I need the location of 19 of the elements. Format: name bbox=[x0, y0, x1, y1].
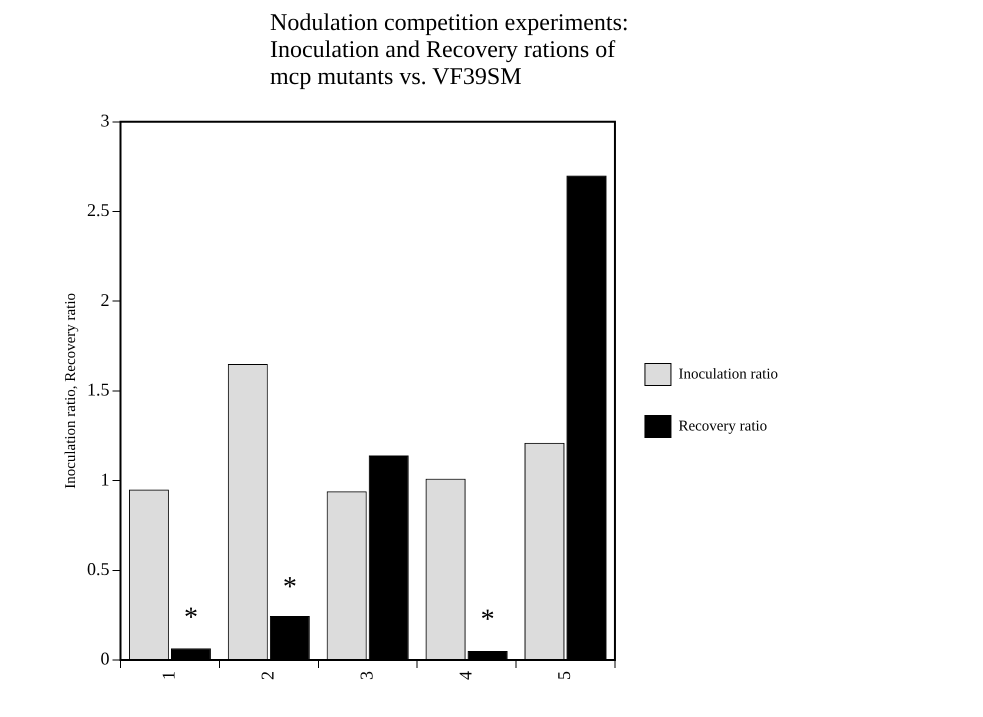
y-tick-label: 1.5 bbox=[87, 380, 110, 400]
y-tick-label: 3 bbox=[100, 110, 110, 131]
annotation: * bbox=[282, 572, 297, 603]
x-tick-label: 1 bbox=[158, 671, 179, 680]
y-tick-label: 2.5 bbox=[87, 200, 110, 220]
x-tick-label: 4 bbox=[455, 671, 476, 680]
annotation: * bbox=[184, 602, 198, 634]
x-tick-label: 3 bbox=[356, 671, 376, 680]
legend-label: Inoculation ratio bbox=[678, 366, 778, 382]
x-tick-label: 5 bbox=[554, 671, 574, 680]
x-tick-label: 2 bbox=[258, 671, 278, 680]
y-tick-label: 0 bbox=[100, 648, 110, 669]
y-tick-label: 0.5 bbox=[87, 559, 110, 580]
y-tick-label: 2 bbox=[100, 290, 110, 310]
legend-label: Recovery ratio bbox=[678, 418, 768, 434]
annotation: * bbox=[480, 604, 495, 635]
chart-title: Nodulation competition experiments: Inoculation and Recovery rations of mcp mutants vs. VF39SM bbox=[270, 10, 630, 91]
y-tick-label: 1 bbox=[100, 469, 110, 490]
y-axis-title: Inoculation ratio, Recovery ratio bbox=[62, 293, 79, 489]
